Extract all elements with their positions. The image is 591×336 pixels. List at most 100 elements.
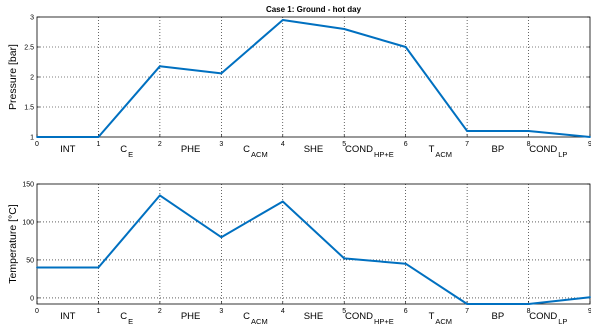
- chart-2-data-point-0-5: [343, 257, 346, 260]
- chart-2-stage-label-5: COND: [345, 311, 373, 322]
- chart-2-stage-label-7: BP: [491, 311, 504, 322]
- chart-1-stage-4: SHE: [304, 144, 324, 155]
- chart-2-ytick-label-3: 150: [22, 182, 34, 189]
- chart-2-ytick-label-0: 0: [30, 295, 34, 302]
- chart-2-xtick-label-7: 7: [465, 308, 469, 315]
- chart-1-stage-label-0: INT: [60, 144, 76, 155]
- chart-2-ytick-label-1: 50: [26, 257, 34, 264]
- chart-1-stage-label-3: C: [243, 144, 250, 155]
- chart-1-stage-label-1: C: [120, 144, 127, 155]
- chart-2-stage-label-2: PHE: [181, 311, 201, 322]
- chart-1-data-point-0-9: [589, 136, 591, 138]
- chart-1-xtick-label-7: 7: [465, 141, 469, 148]
- chart-1-stage-sub-8: LP: [558, 150, 567, 159]
- chart-1-stage-label-6: T: [429, 144, 435, 155]
- chart-2-stage-label-1: C: [120, 311, 127, 322]
- chart-1-xtick-label-0: 0: [35, 141, 39, 148]
- chart-2-data-point-0-3: [220, 236, 223, 239]
- chart-2-data-point-0-2: [158, 194, 161, 197]
- chart-2-xtick-label-0: 0: [35, 308, 39, 315]
- chart-2-xtick-label-8: 8: [527, 308, 531, 315]
- chart-1-xtick-label-9: 9: [588, 141, 591, 148]
- chart-2-series-line-0: [37, 194, 591, 305]
- chart-1-ytick-label-2: 2: [30, 75, 34, 82]
- chart-1-series-line-0: [37, 19, 591, 138]
- chart-2-data-point-0-1: [97, 266, 100, 269]
- chart-1-stage-label-2: PHE: [181, 144, 201, 155]
- chart-2-data-point-0-0: [36, 266, 38, 269]
- chart-1-ylabel: Pressure [bar]: [7, 44, 19, 110]
- chart-1-stage-sub-1: E: [128, 150, 133, 159]
- chart-2-data-point-0-8: [527, 303, 530, 305]
- chart-1-xtick-label-1: 1: [96, 141, 100, 148]
- chart-2-stage-sub-3: ACM: [251, 317, 268, 326]
- chart-2-stage-2: PHE: [181, 311, 201, 322]
- chart-2-axes-frame: [36, 183, 591, 305]
- chart-1-xtick-label-5: 5: [342, 141, 346, 148]
- chart-1-data-point-0-8: [527, 130, 530, 132]
- chart-2-stage-sub-8: LP: [558, 317, 567, 326]
- chart-1-stage-8: COND LP: [529, 144, 567, 159]
- chart-2-stage-label-0: INT: [60, 311, 76, 322]
- chart-1-stage-sub-6: ACM: [435, 150, 452, 159]
- chart-2-xtick-label-2: 2: [158, 308, 162, 315]
- chart-2-xtick-label-6: 6: [404, 308, 408, 315]
- chart-2-ylabel: Temperature [°C]: [7, 204, 19, 284]
- chart-1-ytick-label-4: 3: [30, 15, 34, 22]
- chart-2-stage-6: T ACM: [429, 311, 452, 326]
- chart-2-stage-5: COND HP+E: [345, 311, 394, 326]
- chart-1-title: Case 1: Ground - hot day: [266, 5, 362, 14]
- chart-1-stage-6: T ACM: [429, 144, 452, 159]
- chart-1-xtick-label-4: 4: [281, 141, 285, 148]
- chart-1-xtick-label-6: 6: [404, 141, 408, 148]
- chart-1-stage-7: BP: [491, 144, 504, 155]
- chart-2-stage-label-4: SHE: [304, 311, 324, 322]
- chart-1-stage-label-7: BP: [491, 144, 504, 155]
- chart-2-stage-3: C ACM: [243, 311, 268, 326]
- chart-2-stage-0: INT: [60, 311, 76, 322]
- chart-2-stage-label-6: T: [429, 311, 435, 322]
- chart-1-ytick-label-3: 2.5: [24, 45, 34, 52]
- chart-2-data-point-0-9: [589, 296, 591, 299]
- chart-2-stage-sub-1: E: [128, 317, 133, 326]
- chart-1-data-point-0-5: [343, 28, 346, 30]
- chart-2-xtick-label-1: 1: [96, 308, 100, 315]
- chart-2-stage-label-3: C: [243, 311, 250, 322]
- chart-1-stage-label-4: SHE: [304, 144, 324, 155]
- chart-2-stage-sub-5: HP+E: [374, 317, 394, 326]
- chart-1-data-point-0-6: [404, 46, 407, 48]
- chart-2-stage-label-8: COND: [529, 311, 557, 322]
- chart-1-data-point-0-3: [220, 72, 223, 75]
- chart-1-data-point-0-4: [281, 19, 284, 21]
- chart-2-stage-sub-6: ACM: [435, 317, 452, 326]
- chart-1-stage-sub-3: ACM: [251, 150, 268, 159]
- chart-1-data-point-0-0: [36, 136, 38, 138]
- chart-2-xtick-label-9: 9: [588, 308, 591, 315]
- chart-2-ytick-label-2: 100: [22, 219, 34, 226]
- chart-1-stage-2: PHE: [181, 144, 201, 155]
- chart-2-data-point-0-7: [466, 303, 469, 305]
- chart-1-stage-label-8: COND: [529, 144, 557, 155]
- chart-1-stage-3: C ACM: [243, 144, 268, 159]
- chart-2-stage-8: COND LP: [529, 311, 567, 326]
- chart-2-data-point-0-4: [281, 200, 284, 203]
- chart-2-xtick-label-4: 4: [281, 308, 285, 315]
- chart-2-xtick-label-3: 3: [219, 308, 223, 315]
- chart-1-stage-label-5: COND: [345, 144, 373, 155]
- chart-1-ytick-label-1: 1.5: [24, 105, 34, 112]
- chart-1-ytick-label-0: 1: [30, 135, 34, 142]
- chart-1-xtick-label-8: 8: [527, 141, 531, 148]
- chart-1-data-point-0-1: [97, 136, 100, 138]
- chart-1-stage-5: COND HP+E: [345, 144, 394, 159]
- chart-2-data-point-0-6: [404, 262, 407, 265]
- chart-2-stage-4: SHE: [304, 311, 324, 322]
- chart-2-xtick-label-5: 5: [342, 308, 346, 315]
- chart-1-stage-sub-5: HP+E: [374, 150, 394, 159]
- chart-1-stage-0: INT: [60, 144, 76, 155]
- chart-1-data-point-0-7: [466, 130, 469, 132]
